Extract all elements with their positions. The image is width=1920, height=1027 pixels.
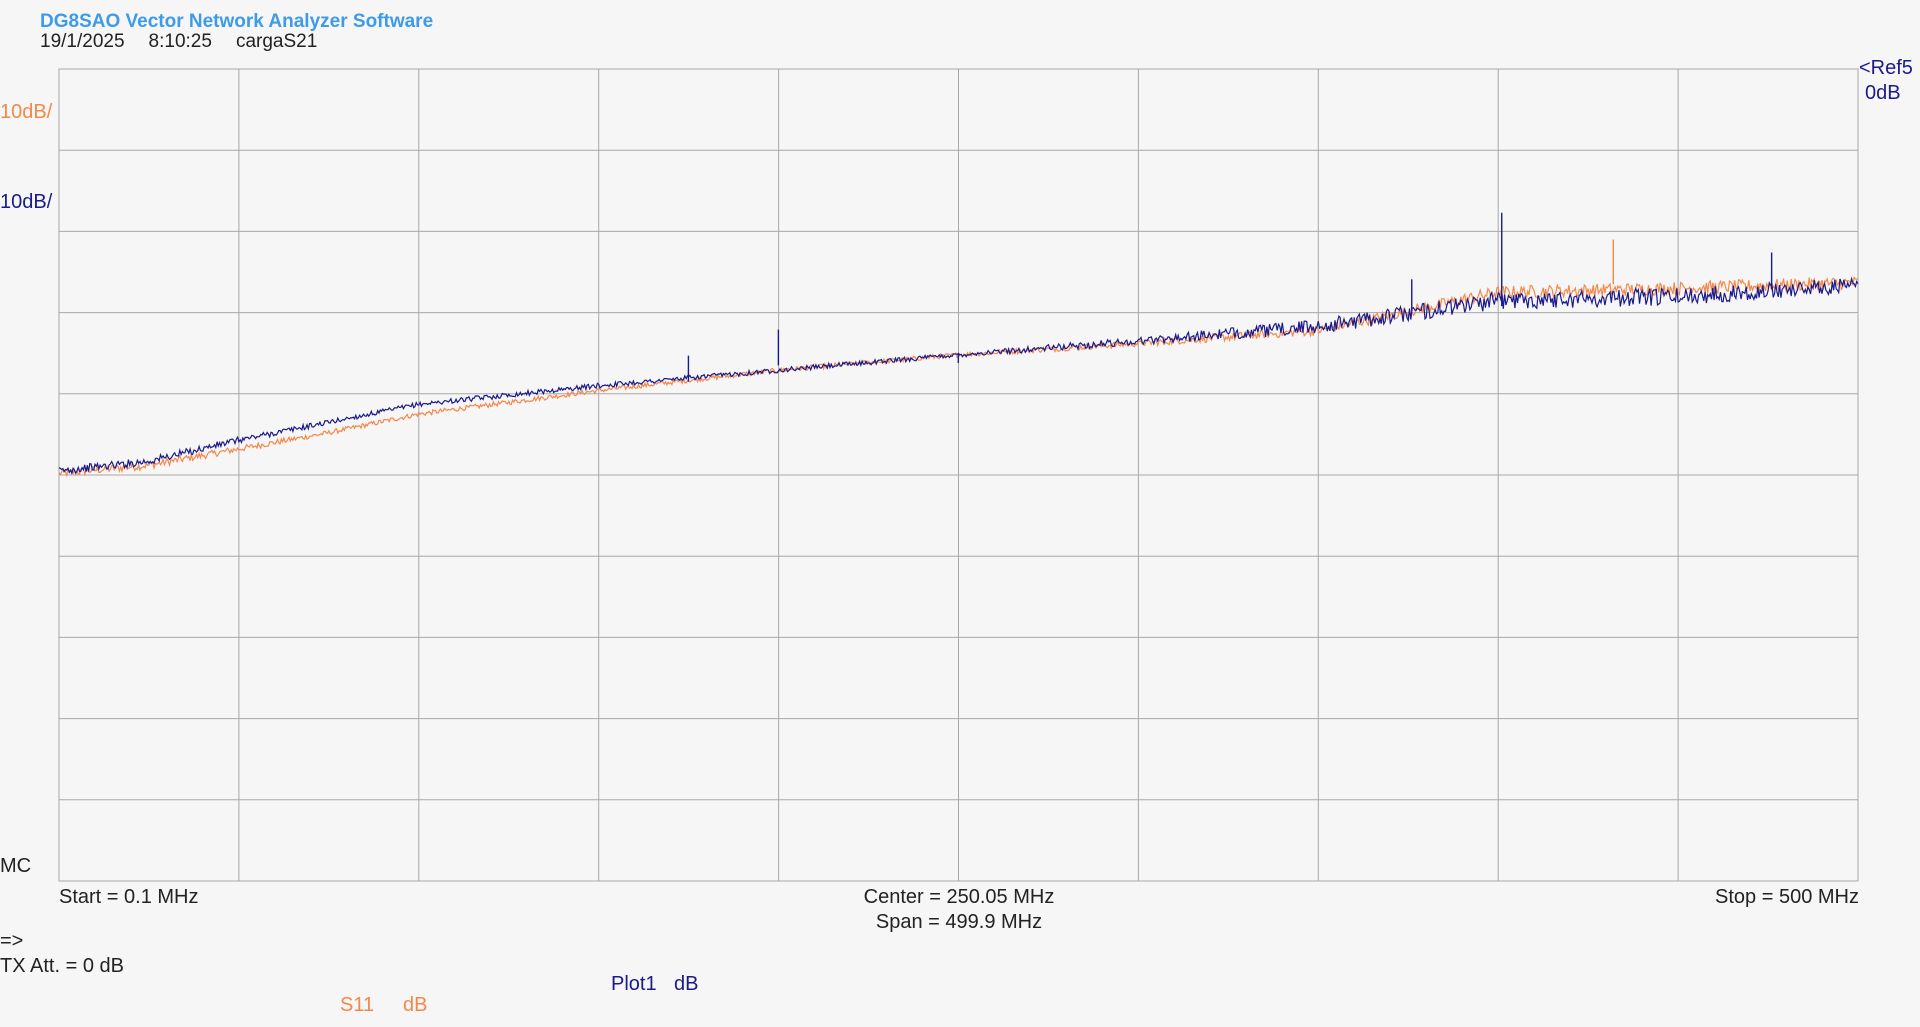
reference-level-value: 0dB <box>1865 82 1901 104</box>
reference-level-label: <Ref5 <box>1859 57 1913 79</box>
start-frequency: Start = 0.1 MHz <box>59 886 199 908</box>
measurement-date: 19/1/2025 <box>40 31 125 52</box>
marker-mode-label: MC <box>0 855 32 877</box>
s11-scale-label: 10dB/ <box>0 101 53 123</box>
measurement-info: 19/1/2025 8:10:25 cargaS21 <box>40 31 341 53</box>
legend-plot1-unit: dB <box>674 973 699 995</box>
plot1-scale-label: 10dB/ <box>0 191 53 213</box>
tx-attenuation: TX Att. = 0 dB <box>0 955 124 977</box>
center-frequency: Center = 250.05 MHz <box>863 886 1055 908</box>
span-frequency: Span = 499.9 MHz <box>875 911 1043 933</box>
measurement-time: 8:10:25 <box>148 31 212 52</box>
app-title: DG8SAO Vector Network Analyzer Software <box>40 11 434 32</box>
legend-plot1-name: Plot1 <box>611 973 657 995</box>
command-prompt: => <box>0 930 24 952</box>
legend-s11-name: S11 <box>340 994 375 1016</box>
measurement-file: cargaS21 <box>235 31 318 52</box>
stop-frequency: Stop = 500 MHz <box>1715 886 1859 908</box>
legend-s11-unit: dB <box>403 994 428 1016</box>
